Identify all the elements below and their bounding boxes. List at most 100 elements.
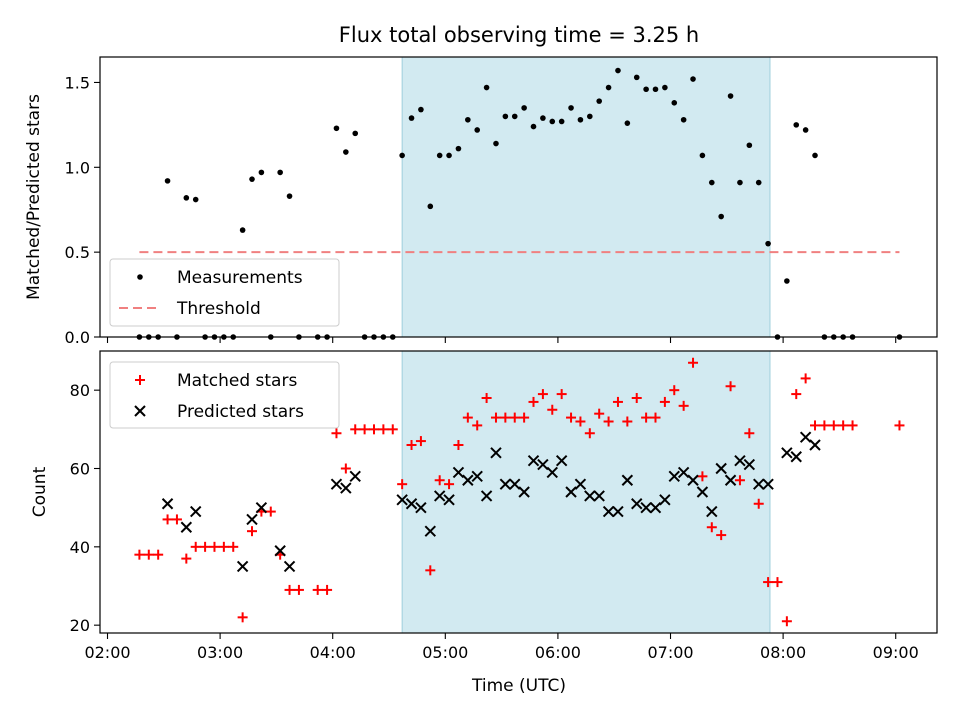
measurement-point (455, 145, 462, 152)
y-tick-label: 0.0 (65, 328, 90, 347)
matched-star-point (368, 424, 379, 435)
matched-star-point (444, 479, 455, 490)
legend-label: Predicted stars (177, 402, 304, 422)
bottom-y-ticks: 20 40 60 80 (70, 381, 100, 635)
predicted-star-point (480, 490, 493, 502)
matched-star-point (218, 541, 229, 552)
matched-star-point (509, 412, 520, 423)
matched-star-point (631, 393, 642, 403)
matched-star-point (847, 420, 858, 431)
legend-swatch (135, 375, 145, 385)
matched-star-point (425, 565, 436, 576)
predicted-star-point (743, 458, 756, 471)
measurement-point (493, 140, 499, 147)
matched-star-point (462, 412, 473, 423)
x-tick-label: 05:00 (422, 643, 468, 662)
predicted-star-point (349, 470, 361, 483)
matched-star-point (669, 385, 680, 396)
measurement-point (183, 195, 190, 201)
measurement-point (680, 116, 687, 123)
matched-star-point (397, 479, 408, 490)
measurement-point (465, 116, 471, 123)
predicted-star-point (790, 451, 802, 463)
predicted-star-point (799, 431, 812, 443)
predicted-star-point (574, 478, 587, 490)
measurement-point (727, 93, 734, 99)
matched-star-point (528, 396, 539, 407)
measurement-point (624, 120, 631, 126)
predicted-star-point (696, 486, 709, 498)
measurement-point (333, 125, 340, 132)
predicted-star-point (433, 490, 446, 502)
matched-star-point (265, 506, 276, 517)
matched-star-point (753, 498, 764, 509)
measurement-point (277, 169, 283, 176)
measurement-point (690, 76, 696, 82)
predicted-star-point (631, 498, 643, 510)
bottom-y-axis-label: Count (30, 466, 50, 517)
measurement-point (643, 86, 649, 93)
shaded-interval (401, 56, 771, 338)
predicted-star-point (546, 466, 558, 479)
matched-star-point (134, 549, 145, 560)
predicted-star-point (236, 560, 249, 573)
measurement-point (502, 113, 509, 120)
matched-star-point (284, 584, 295, 595)
matched-star-point (331, 428, 342, 439)
measurement-point (192, 196, 199, 203)
matched-star-point (181, 553, 192, 564)
predicted-star-point (190, 505, 202, 518)
predicted-star-point (649, 501, 662, 514)
predicted-star-point (246, 513, 258, 526)
matched-star-point (641, 412, 652, 423)
x-tick-label: 09:00 (873, 643, 919, 662)
predicted-star-point (584, 490, 596, 502)
legend-swatch (134, 405, 146, 417)
top-plot-frame (99, 56, 938, 338)
predicted-star-point (724, 474, 737, 486)
measurement-point (399, 152, 405, 159)
matched-star-point (434, 475, 445, 486)
predicted-star-point (283, 560, 296, 573)
predicted-star-point (715, 462, 727, 475)
legend-swatch (137, 274, 143, 280)
measurement-point (765, 240, 771, 247)
measurement-point (521, 105, 527, 111)
measurement-point (474, 127, 481, 133)
x-axis-label: Time (UTC) (471, 676, 566, 696)
measurement-point (633, 74, 640, 81)
measurement-point (446, 152, 452, 159)
y-tick-label: 40 (70, 538, 90, 557)
matched-star-point (387, 424, 398, 435)
matched-star-point (772, 577, 783, 588)
predicted-star-point (593, 490, 605, 502)
top-shaded-interval (401, 56, 771, 338)
measurement-point (558, 118, 565, 125)
matched-star-point (350, 424, 361, 435)
matched-star-point (453, 440, 464, 450)
x-tick-label: 08:00 (760, 643, 806, 662)
matched-star-point (228, 541, 239, 552)
matched-star-point (819, 420, 830, 431)
matched-star-point (143, 549, 154, 560)
measurement-point (615, 67, 621, 74)
matched-star-point (293, 584, 304, 595)
measurement-point (652, 86, 659, 93)
measurement-point (549, 118, 556, 125)
matched-star-point (744, 428, 755, 439)
y-tick-label: 1.5 (65, 73, 90, 92)
matched-star-point (575, 416, 586, 427)
matched-star-point (725, 381, 736, 392)
measurement-point (812, 152, 818, 159)
legend-box (109, 361, 340, 429)
top-y-axis-label: Matched/Predicted stars (24, 94, 44, 300)
legend-box (109, 258, 340, 327)
predicted-star-point (255, 501, 268, 514)
predicted-star-point (668, 470, 680, 483)
y-tick-label: 60 (70, 460, 90, 479)
predicted-star-point (602, 505, 615, 518)
legend-label: Threshold (176, 299, 261, 319)
measurement-point (286, 193, 293, 199)
measurement-point (258, 169, 265, 176)
matched-star-point (659, 396, 670, 407)
